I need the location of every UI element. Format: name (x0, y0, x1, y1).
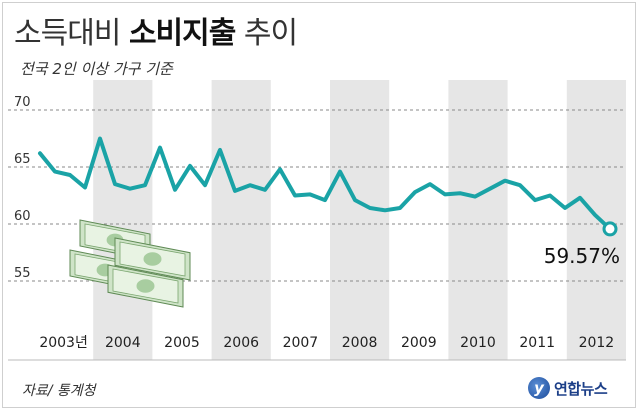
publisher-logo: y 연합뉴스 (528, 374, 608, 402)
year-band (448, 80, 508, 360)
x-tick-label: 2007 (283, 335, 319, 351)
x-tick-label: 2005 (164, 335, 200, 351)
page-title: 소득대비 소비지출 추이 (14, 8, 298, 52)
banknote-icon (107, 264, 184, 308)
last-value-label: 59.57% (544, 244, 620, 268)
x-tick-label: 2012 (579, 335, 615, 351)
x-tick-label: 2006 (223, 335, 259, 351)
year-band (93, 80, 153, 360)
banknote-icon (114, 237, 191, 281)
chart-subtitle: 전국 2인 이상 가구 기준 (20, 60, 173, 78)
x-tick-label: 2011 (519, 335, 555, 351)
y-tick-label: 70 (14, 95, 31, 110)
logo-text: 연합뉴스 (554, 379, 608, 398)
title-tail: 추이 (235, 16, 298, 51)
year-band (211, 80, 271, 360)
x-tick-label: 2009 (401, 335, 437, 351)
source-note: 자료/ 통계청 (22, 383, 96, 399)
series-line (38, 136, 612, 231)
y-tick-label: 65 (14, 152, 31, 167)
last-point-marker (602, 221, 618, 237)
money-stack-icon (69, 219, 191, 308)
x-tick-label: 2010 (460, 335, 496, 351)
x-tick-label: 2004 (105, 335, 141, 351)
y-tick-label: 55 (14, 266, 31, 281)
yonhap-logo-icon: y (528, 377, 550, 399)
year-band (566, 80, 626, 360)
year-band (330, 80, 390, 360)
x-tick-label: 2008 (342, 335, 378, 351)
title-light: 소득대비 (14, 16, 129, 51)
x-tick-label: 2003년 (39, 335, 88, 351)
title-bold: 소비지출 (128, 16, 236, 51)
y-tick-label: 60 (14, 209, 31, 224)
